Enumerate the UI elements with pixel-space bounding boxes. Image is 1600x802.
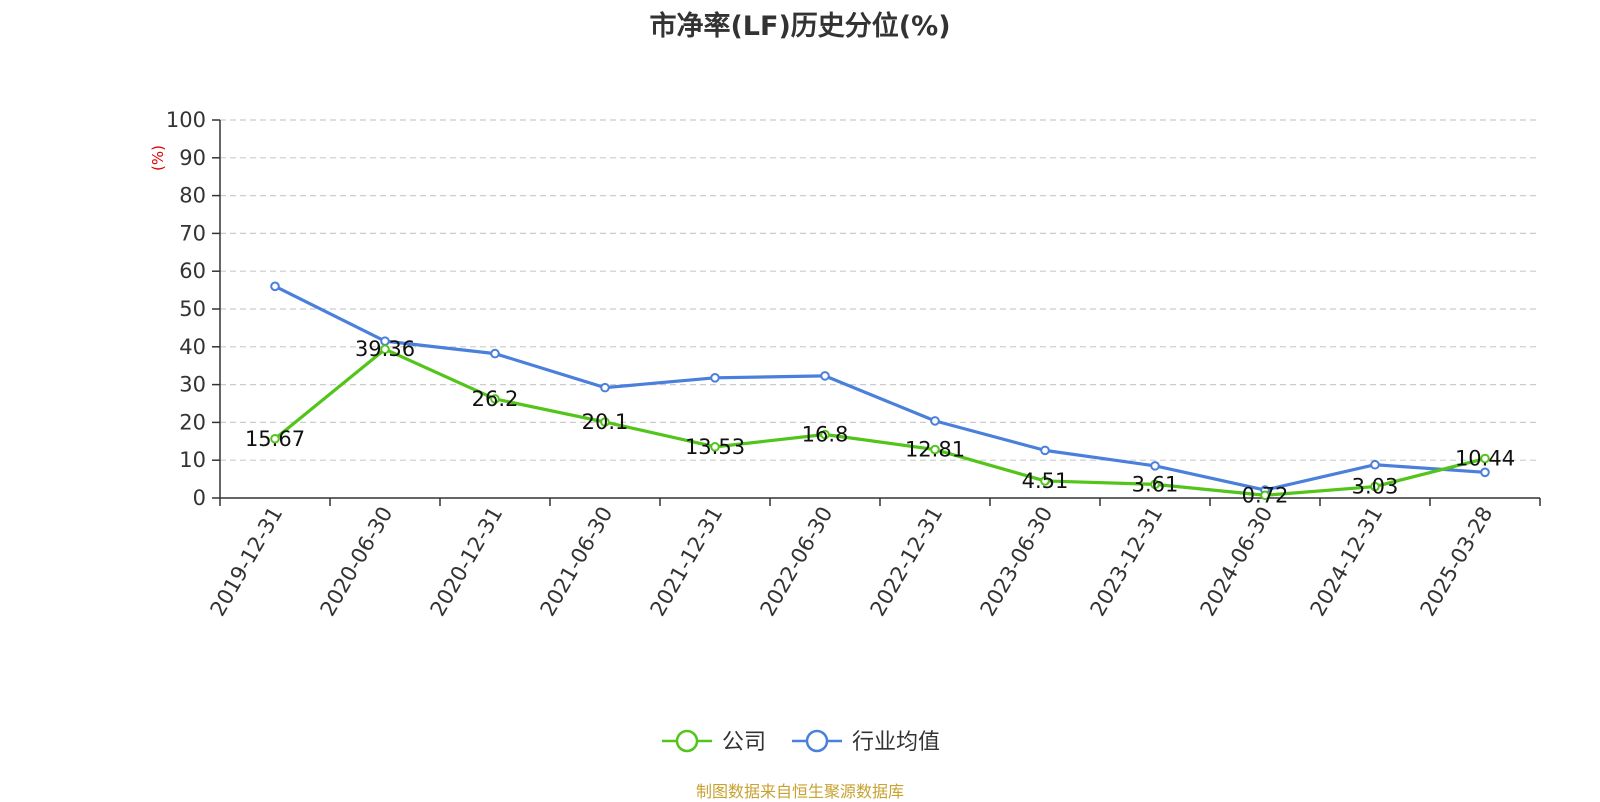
y-tick-label: 10 bbox=[179, 448, 206, 472]
y-tick-label: 20 bbox=[179, 410, 206, 434]
data-point bbox=[1150, 461, 1160, 471]
data-label: 15.67 bbox=[245, 427, 305, 451]
x-tick-label: 2020-06-30 bbox=[316, 503, 398, 621]
axis-layer: 0 10 20 30 40 50 60 70 80 90 100 (%) 2019-12-31 2020-… bbox=[149, 108, 1541, 621]
y-tick-label: 90 bbox=[179, 146, 206, 170]
x-tick-label: 2023-06-30 bbox=[976, 503, 1058, 621]
data-point bbox=[1040, 445, 1050, 456]
chart-title: 市净率(LF)历史分位(%) bbox=[649, 11, 951, 42]
y-tick-label: 50 bbox=[179, 297, 206, 321]
data-label: 3.61 bbox=[1132, 472, 1179, 496]
data-label: 3.03 bbox=[1352, 475, 1399, 499]
series-line-1 bbox=[274, 284, 1486, 492]
data-point bbox=[1150, 479, 1160, 490]
y-tick-label: 70 bbox=[179, 221, 206, 245]
data-label: 26.2 bbox=[472, 387, 519, 411]
y-axis-label: (%) bbox=[149, 145, 167, 171]
data-label: 0.72 bbox=[1242, 483, 1289, 507]
data-point bbox=[930, 444, 940, 455]
x-tick-label: 2021-12-31 bbox=[646, 503, 728, 621]
legend-layer: 公司 行业均值 bbox=[662, 729, 940, 755]
grid-layer bbox=[220, 119, 1540, 461]
data-point bbox=[820, 429, 830, 440]
data-label: 13.53 bbox=[685, 435, 745, 459]
x-tick-label: 2022-12-31 bbox=[866, 503, 948, 621]
y-tick-label: 60 bbox=[179, 259, 206, 283]
series-line-0 bbox=[273, 347, 1486, 497]
y-tick-label: 0 bbox=[193, 486, 206, 510]
legend-label-1: 行业均值 bbox=[852, 730, 940, 755]
x-tick-label: 2023-12-31 bbox=[1086, 503, 1168, 621]
data-point bbox=[270, 433, 280, 444]
y-tick-label: 80 bbox=[179, 184, 206, 208]
y-tick-label: 30 bbox=[179, 373, 206, 397]
data-point bbox=[1370, 481, 1380, 492]
data-point bbox=[270, 281, 280, 292]
data-point bbox=[1480, 467, 1490, 478]
x-tick-label: 2024-06-30 bbox=[1196, 503, 1278, 621]
data-point bbox=[490, 348, 500, 359]
x-tick-label: 2021-06-30 bbox=[536, 503, 618, 621]
data-label: 20.1 bbox=[582, 410, 629, 434]
y-tick-label: 100 bbox=[166, 108, 206, 132]
data-point bbox=[600, 417, 610, 427]
x-tick-label: 2022-06-30 bbox=[756, 503, 838, 621]
data-label: 39.36 bbox=[355, 337, 415, 361]
legend-marker-0 bbox=[675, 729, 699, 753]
source-note: 制图数据来自恒生聚源数据库 bbox=[695, 782, 904, 801]
series-layer bbox=[270, 281, 1490, 501]
data-point bbox=[1260, 490, 1270, 501]
data-point bbox=[1040, 476, 1050, 486]
legend-marker-1 bbox=[805, 729, 829, 753]
data-point bbox=[710, 442, 720, 452]
legend-label-0: 公司 bbox=[722, 730, 766, 755]
data-point bbox=[380, 344, 390, 355]
data-label: 12.81 bbox=[905, 438, 965, 462]
data-point bbox=[930, 416, 940, 426]
data-point bbox=[1370, 459, 1380, 470]
data-label: 4.51 bbox=[1022, 469, 1069, 493]
data-point bbox=[710, 372, 720, 383]
x-tick-label: 2019-12-31 bbox=[206, 503, 288, 621]
label-layer: 15.67 39.36 26.2 20.1 13.53 16.8 12.81 4.51 3.61… bbox=[245, 337, 1515, 507]
y-tick-label: 40 bbox=[179, 335, 206, 359]
data-point bbox=[1480, 453, 1490, 464]
x-tick-label: 2024-12-31 bbox=[1306, 503, 1388, 621]
data-label: 16.8 bbox=[802, 422, 849, 446]
x-tick-label: 2020-12-31 bbox=[426, 503, 508, 621]
data-label: 10.44 bbox=[1455, 447, 1515, 471]
data-point bbox=[600, 382, 610, 393]
data-point bbox=[490, 394, 500, 404]
data-point bbox=[820, 371, 830, 381]
x-tick-label: 2025-03-28 bbox=[1416, 503, 1498, 621]
